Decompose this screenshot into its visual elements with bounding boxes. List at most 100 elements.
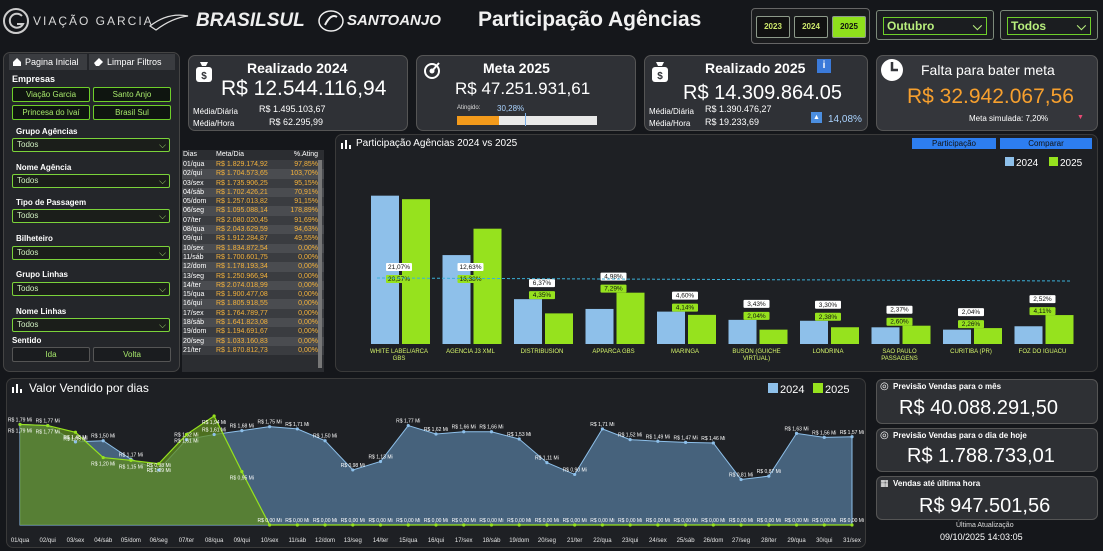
table-cell-dia: 12/dom bbox=[183, 263, 207, 271]
point-label-2024: R$ 1,50 Mi bbox=[91, 434, 115, 440]
x-tick-label: 03/sex bbox=[67, 538, 85, 544]
filter-nome-agencia[interactable]: Todos ⌵ bbox=[12, 174, 170, 188]
filter-nome-linhas[interactable]: Todos ⌵ bbox=[12, 318, 170, 332]
category-label: CURITIBA (PR) bbox=[950, 349, 992, 355]
empresa-viacao-garcia[interactable]: Viação Garcia bbox=[12, 87, 90, 102]
table-cell-ating: 49,55% bbox=[294, 235, 318, 243]
x-tick-label: 11/sáb bbox=[289, 538, 307, 544]
point-2024 bbox=[517, 437, 521, 441]
x-tick-label: 28/ter bbox=[761, 538, 776, 544]
bar-2024 bbox=[943, 329, 971, 344]
point-label-2025: R$ 0,00 Mi bbox=[341, 518, 365, 524]
point-2024 bbox=[628, 437, 632, 442]
bar-label-2024-bg bbox=[886, 305, 913, 314]
table-body: 01/qua R$ 1.829.174,92 97,85% 02/qui R$ 1.70… bbox=[182, 160, 324, 356]
point-2024 bbox=[711, 441, 715, 445]
point-2024 bbox=[73, 440, 78, 444]
all-select[interactable]: Todos ⌵ bbox=[1000, 10, 1098, 40]
table-cell-ating: 0,00% bbox=[298, 253, 318, 261]
table-header-dias: Dias bbox=[183, 151, 198, 158]
x-tick-label: 09/qui bbox=[234, 538, 250, 544]
table-cell-ating: 178,89% bbox=[290, 207, 318, 215]
sentido-volta-button[interactable]: Volta bbox=[93, 347, 171, 362]
table-row: 21/ter R$ 1.870.812,73 0,00% bbox=[182, 345, 324, 356]
empresa-princesa-do-ivai[interactable]: Princesa do Ivaí bbox=[12, 105, 90, 120]
bar-label-2024: 2,37% bbox=[890, 307, 909, 314]
point-label-2025: R$ 1,65 Mi bbox=[63, 436, 87, 442]
table-row: 04/sáb R$ 1.702.426,21 70,91% bbox=[182, 187, 324, 198]
kpi-meta-2025: Meta 2025 R$ 47.251.931,61 Atingido: 30,… bbox=[416, 55, 636, 131]
filter-grupo-linhas[interactable]: Todos ⌵ bbox=[12, 282, 170, 296]
x-tick-label: 05/dom bbox=[121, 538, 141, 544]
point-label-2024: R$ 1,77 Mi bbox=[36, 419, 60, 425]
point-label-2025: R$ 1,09 Mi bbox=[147, 468, 171, 474]
point-2024 bbox=[739, 477, 743, 482]
table-scrollbar[interactable] bbox=[318, 160, 322, 368]
filter-bilheteiro[interactable]: Todos ⌵ bbox=[12, 246, 170, 260]
table-row: 16/qui R$ 1.805.918,55 0,00% bbox=[182, 299, 324, 309]
info-icon[interactable]: i bbox=[817, 59, 831, 73]
table-cell-meta: R$ 1.194.691,67 bbox=[216, 328, 268, 336]
legend-label-2025: 2025 bbox=[1060, 158, 1083, 169]
filter-label-nome-linhas: Nome Linhas bbox=[16, 307, 67, 316]
table-cell-ating: 0,00% bbox=[298, 337, 318, 345]
filter-tipo-passagem[interactable]: Todos ⌵ bbox=[12, 209, 170, 223]
point-2024 bbox=[545, 461, 549, 465]
table-cell-dia: 05/dom bbox=[183, 198, 207, 206]
table-cell-ating: 0,00% bbox=[298, 281, 318, 289]
bar-label-2024: 3,30% bbox=[819, 302, 838, 309]
point-label-2025: R$ 1,94 Mi bbox=[202, 420, 226, 426]
table-cell-meta: R$ 1.829.174,92 bbox=[216, 161, 268, 168]
kpi-title: Meta 2025 bbox=[483, 60, 550, 76]
chevron-down-icon: ⌵ bbox=[159, 176, 166, 186]
sentido-ida-button[interactable]: Ida bbox=[12, 347, 90, 362]
point-label-2025: R$ 1,61 Mi bbox=[174, 439, 198, 445]
point-2025 bbox=[767, 523, 771, 527]
table-cell-meta: R$ 1.912.284,87 bbox=[216, 235, 268, 243]
prev-mes-card: ◎ Previsão Vendas para o mês R$ 40.088.2… bbox=[876, 379, 1098, 424]
table-cell-ating: 0,00% bbox=[298, 291, 318, 299]
filter-value: Todos bbox=[17, 248, 39, 257]
svg-text:$: $ bbox=[201, 71, 207, 82]
filter-value: Todos bbox=[17, 140, 39, 149]
comparar-button[interactable]: Comparar bbox=[1000, 138, 1092, 149]
table-cell-meta: R$ 1.250.966,94 bbox=[216, 272, 268, 280]
kpi-daily-label: Média/Diária bbox=[193, 107, 238, 116]
table-cell-ating: 103,70% bbox=[290, 170, 318, 178]
empresa-brasil-sul[interactable]: Brasil Sul bbox=[93, 105, 171, 120]
chevron-down-icon: ⌵ bbox=[159, 140, 166, 150]
year-button-2023[interactable]: 2023 bbox=[756, 16, 790, 38]
table-cell-dia: 20/seg bbox=[183, 337, 205, 345]
point-label-2025: R$ 1,77 Mi bbox=[36, 430, 60, 436]
x-tick-label: 04/sáb bbox=[94, 538, 113, 544]
point-2025 bbox=[323, 523, 327, 527]
year-button-2025[interactable]: 2025 bbox=[832, 16, 866, 38]
bar-2025 bbox=[902, 325, 931, 344]
filter-grupo-agencias[interactable]: Todos ⌵ bbox=[12, 138, 170, 152]
table-cell-ating: 0,00% bbox=[298, 300, 318, 308]
point-label-2024: R$ 1,71 Mi bbox=[285, 422, 309, 428]
update-value: 09/10/2025 14:03:05 bbox=[940, 532, 1023, 542]
point-2025 bbox=[240, 470, 244, 474]
point-2025 bbox=[268, 523, 272, 527]
legend-2024: 2024 bbox=[1005, 157, 1038, 169]
table-cell-meta: R$ 1.033.160,83 bbox=[216, 337, 268, 345]
bar-2025 bbox=[545, 313, 573, 344]
home-button[interactable]: Pagina Inicial bbox=[9, 54, 87, 70]
table-cell-ating: 70,91% bbox=[294, 188, 318, 196]
month-select[interactable]: Outubro ⌵ bbox=[876, 10, 994, 40]
point-label-2025: R$ 0,00 Mi bbox=[563, 518, 587, 524]
participacao-button[interactable]: Participação bbox=[912, 138, 996, 149]
table-cell-dia: 04/sáb bbox=[183, 188, 205, 196]
point-2025 bbox=[600, 523, 605, 527]
clear-filters-button[interactable]: Limpar Filtros bbox=[89, 54, 175, 70]
point-label-2025: R$ 1,15 Mi bbox=[119, 464, 143, 470]
empresa-santo-anjo[interactable]: Santo Anjo bbox=[93, 87, 171, 102]
area-2025 bbox=[20, 415, 852, 525]
year-button-2024[interactable]: 2024 bbox=[794, 16, 828, 38]
point-2025 bbox=[73, 430, 78, 434]
bar-label-2024-bg bbox=[386, 263, 412, 271]
table-cell-ating: 91,15% bbox=[294, 198, 318, 206]
point-label-2024: R$ 0,98 Mi bbox=[147, 463, 171, 469]
update-label: Última Atualização bbox=[956, 522, 1014, 529]
